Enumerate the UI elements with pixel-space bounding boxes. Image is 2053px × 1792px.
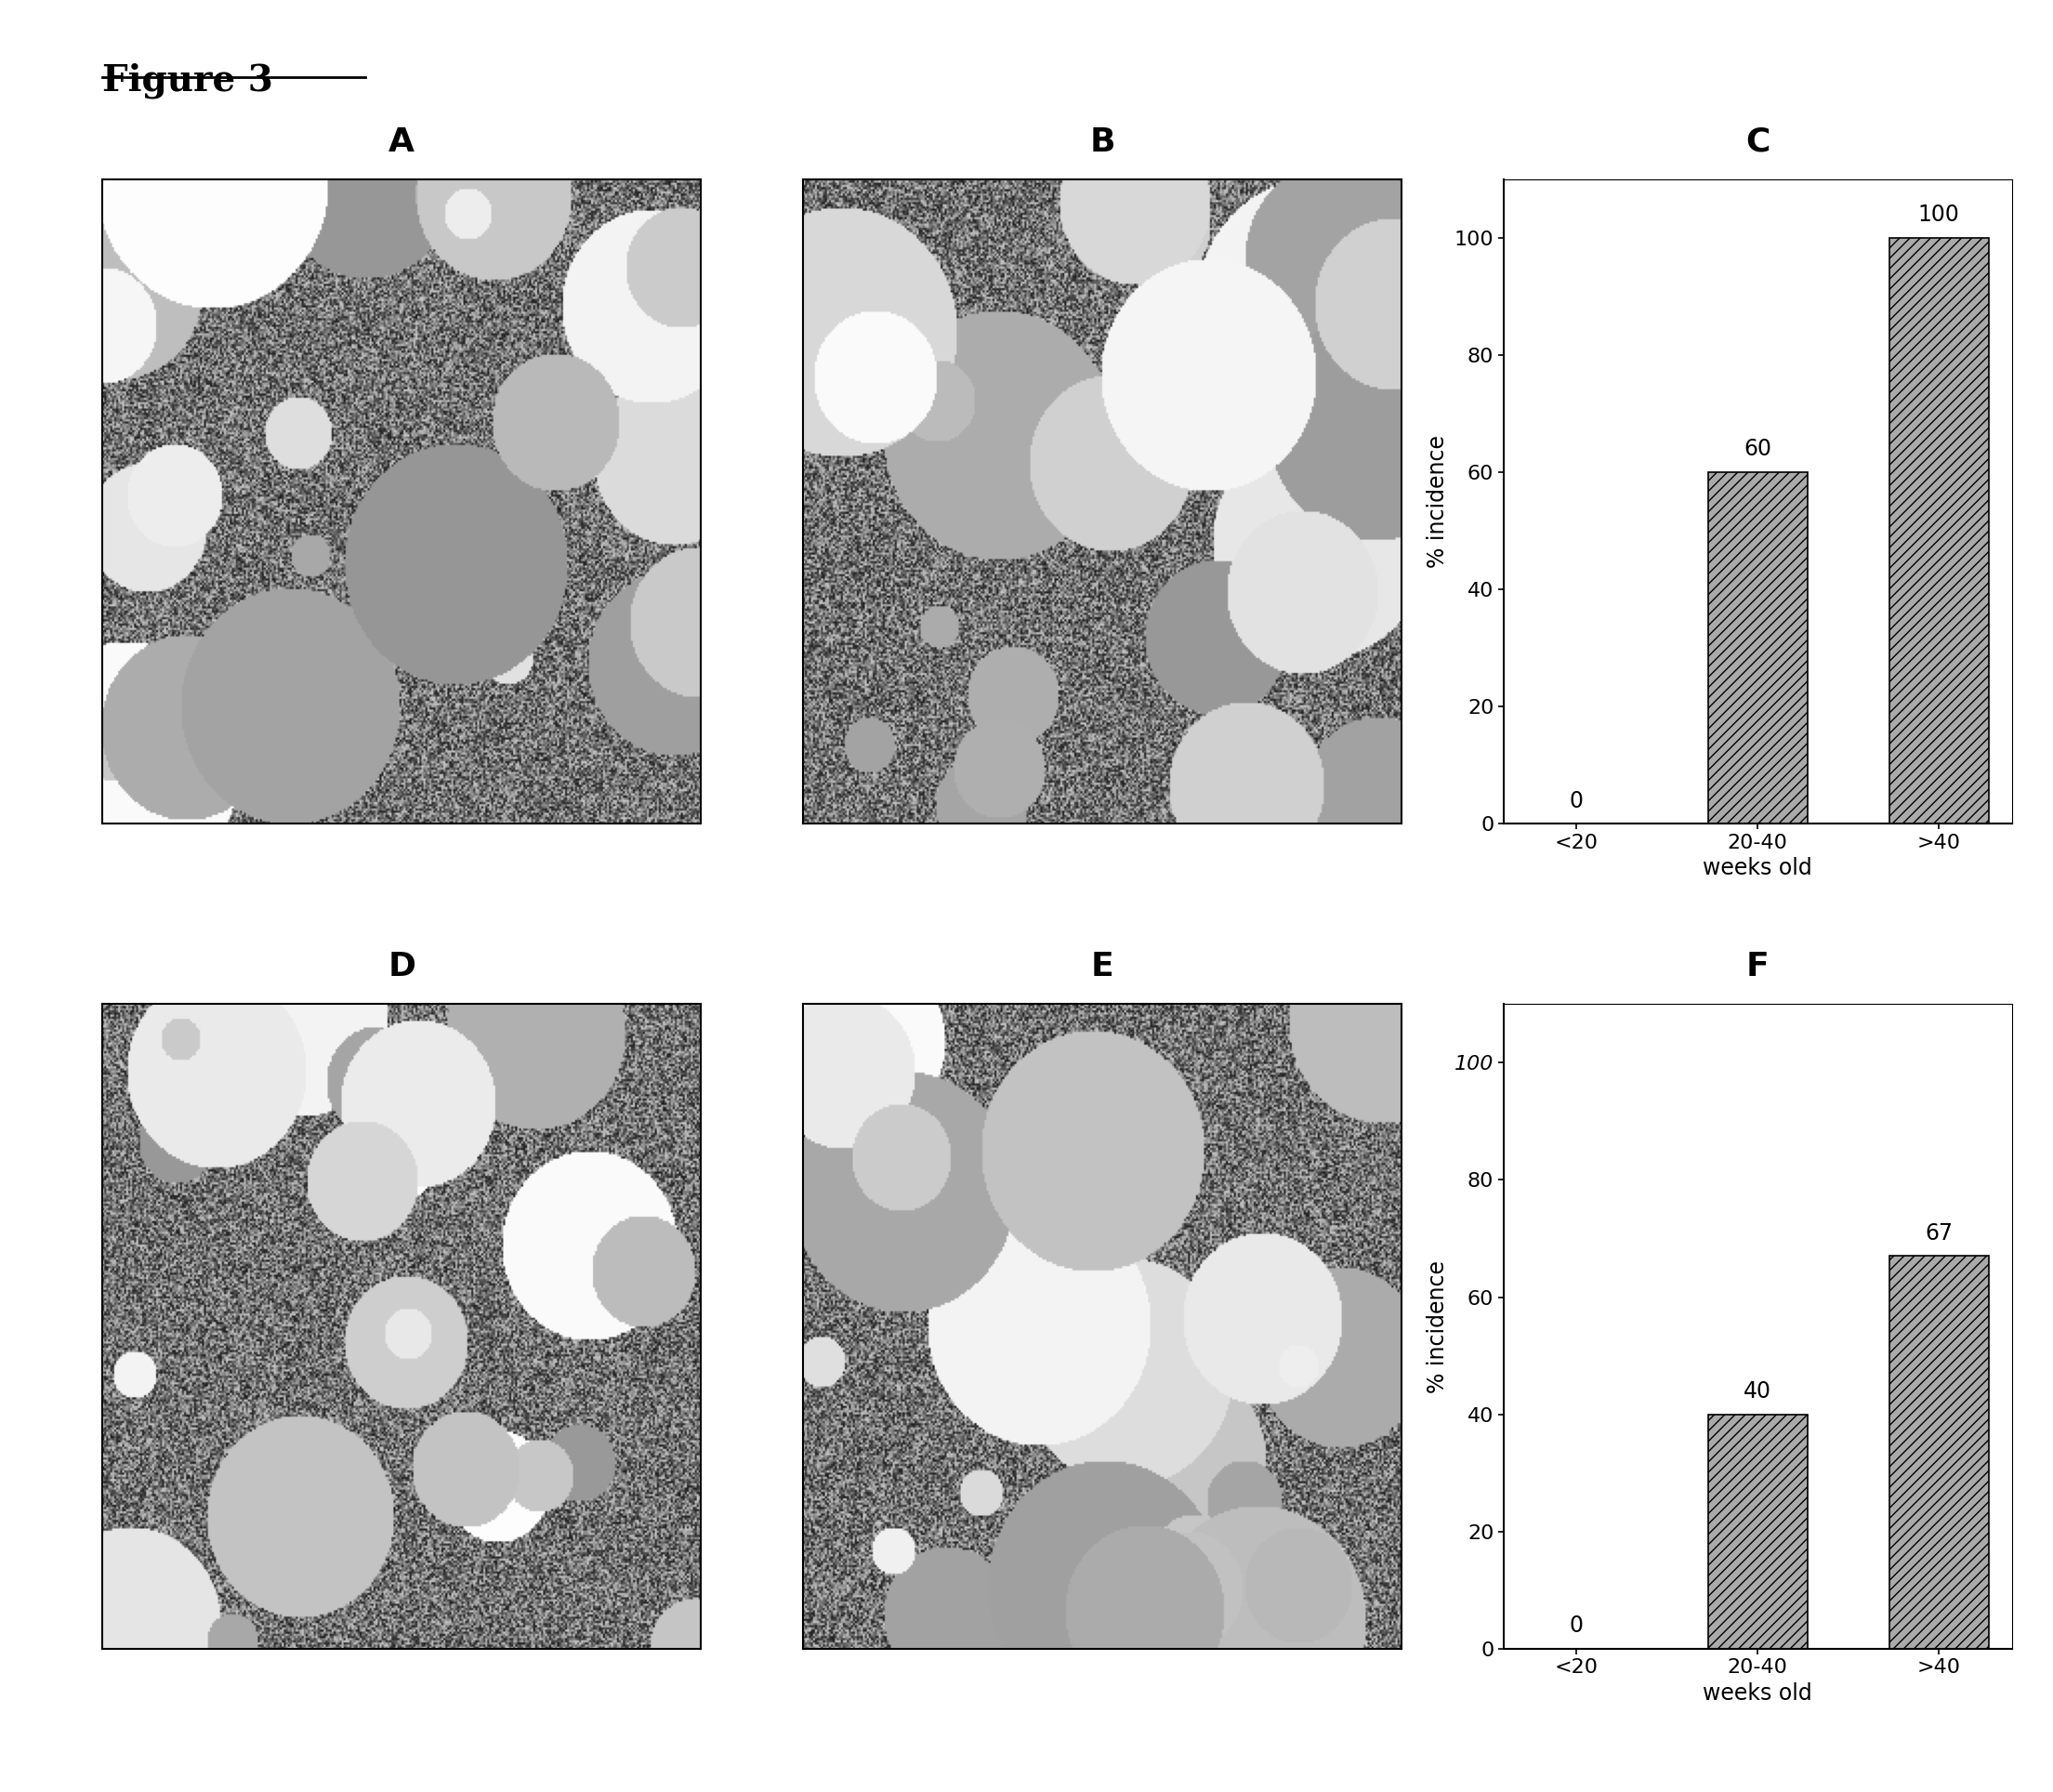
Text: Figure 3: Figure 3 <box>103 63 273 99</box>
Text: A: A <box>388 125 415 158</box>
Text: D: D <box>388 952 415 982</box>
X-axis label: weeks old: weeks old <box>1704 1683 1813 1704</box>
Bar <box>1889 1256 1989 1649</box>
Y-axis label: % incidence: % incidence <box>1427 435 1449 568</box>
Bar <box>1708 1414 1807 1649</box>
Text: F: F <box>1747 952 1770 982</box>
Bar <box>1708 471 1807 824</box>
Text: C: C <box>1745 125 1770 158</box>
Text: 0: 0 <box>1568 790 1583 812</box>
Text: B: B <box>1090 125 1115 158</box>
Text: 100: 100 <box>1918 204 1961 226</box>
Text: E: E <box>1090 952 1113 982</box>
Text: 40: 40 <box>1743 1380 1772 1403</box>
Text: 67: 67 <box>1926 1222 1952 1244</box>
Bar <box>1889 238 1989 824</box>
X-axis label: weeks old: weeks old <box>1704 857 1813 880</box>
Y-axis label: % incidence: % incidence <box>1427 1260 1449 1392</box>
Text: 0: 0 <box>1568 1615 1583 1636</box>
Text: 60: 60 <box>1743 437 1772 461</box>
